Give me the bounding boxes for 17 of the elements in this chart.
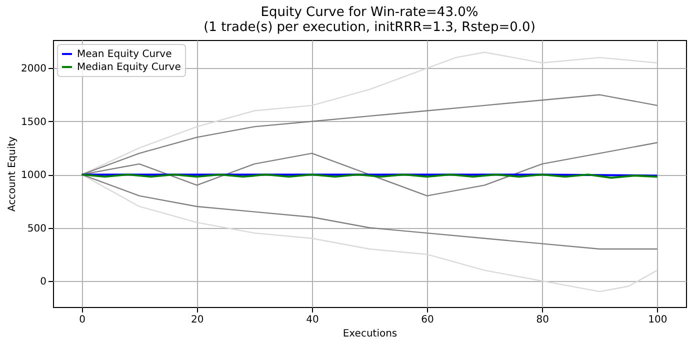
x-tick-label: 80 xyxy=(536,314,550,326)
legend-label: Median Equity Curve xyxy=(77,62,181,73)
y-tick-label: 500 xyxy=(27,223,46,234)
x-axis-title: Executions xyxy=(342,328,398,340)
y-tick-label: 1500 xyxy=(21,116,46,128)
legend-label: Mean Equity Curve xyxy=(77,49,172,60)
y-axis-title: Account Equity xyxy=(7,136,18,212)
x-tick-label: 60 xyxy=(421,314,434,326)
x-tick-label: 100 xyxy=(648,314,668,326)
x-tick-label: 20 xyxy=(190,314,204,326)
chart-subtitle: (1 trade(s) per execution, initRRR=1.3, Rstep=0.0) xyxy=(204,20,536,35)
y-tick-label: 0 xyxy=(40,276,46,288)
chart-title: Equity Curve for Win-rate=43.0% xyxy=(260,5,478,20)
y-tick-label: 1000 xyxy=(21,170,46,182)
x-tick-label: 0 xyxy=(79,314,86,326)
y-tick-label: 2000 xyxy=(21,64,46,75)
x-tick-label: 40 xyxy=(306,314,319,326)
